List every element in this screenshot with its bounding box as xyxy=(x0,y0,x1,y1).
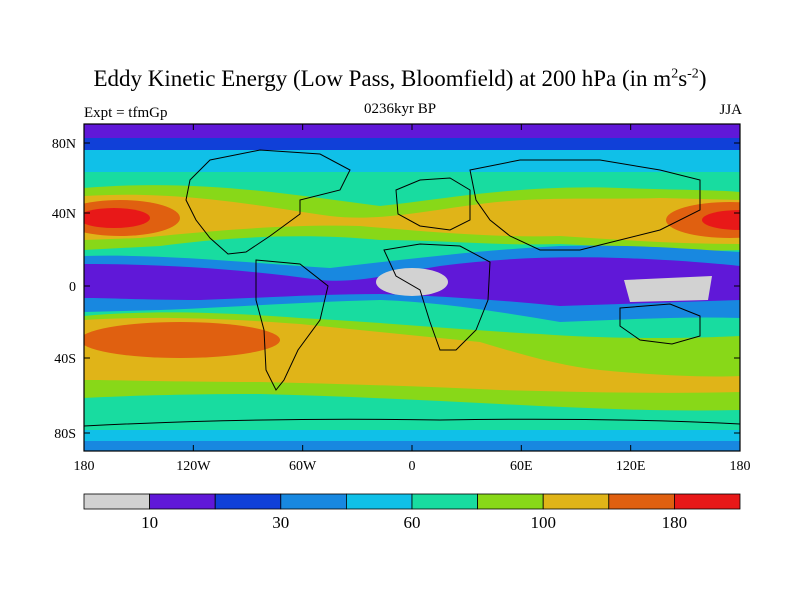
season-label: JJA xyxy=(719,102,742,118)
experiment-label: Expt = tfmGp xyxy=(84,105,168,121)
x-tick-label: 0 xyxy=(409,459,416,474)
colorbar-segment xyxy=(280,493,347,510)
colorbar-segment xyxy=(477,493,544,510)
colorbar-label: 60 xyxy=(404,513,421,532)
coast-north-america xyxy=(185,149,351,255)
coast-australia xyxy=(619,303,701,345)
band-arctic-2 xyxy=(84,138,740,150)
y-tick-label: 80N xyxy=(52,137,76,152)
south-jet-orange xyxy=(84,322,280,358)
x-tick-label: 120E xyxy=(616,459,646,474)
colorbar-label: 180 xyxy=(662,513,688,532)
colorbar-segment xyxy=(149,493,216,510)
chart-subtitle: 0236kyr BP xyxy=(363,101,437,117)
y-tick-label: 40S xyxy=(54,352,76,367)
coast-antarctica xyxy=(83,418,741,427)
coast-europe xyxy=(395,177,471,231)
chart-title: Eddy Kinetic Energy (Low Pass, Bloomfiel… xyxy=(93,66,707,91)
y-tick-label: 40N xyxy=(52,207,76,222)
y-axis: 80N 40N 0 40S 80S xyxy=(52,137,740,442)
colorbar-label: 10 xyxy=(141,513,158,532)
coast-south-america xyxy=(255,259,329,391)
x-tick-label: 60E xyxy=(510,459,533,474)
colorbar-segment xyxy=(674,493,741,510)
north-jet-red-west xyxy=(84,208,150,228)
eke-field xyxy=(84,124,740,451)
x-tick-label: 180 xyxy=(730,459,751,474)
band-north-high xyxy=(84,150,740,172)
y-tick-label: 80S xyxy=(54,427,76,442)
colorbar-label: 30 xyxy=(272,513,289,532)
min-western-pacific xyxy=(624,276,712,302)
colorbar-segment xyxy=(83,493,150,510)
colorbar-segment xyxy=(345,493,413,510)
colorbar-segment xyxy=(608,493,675,510)
min-atlantic xyxy=(376,268,448,296)
x-tick-label: 120W xyxy=(176,459,211,474)
x-axis: 180 120W 60W 0 60E 120E 180 xyxy=(74,124,751,474)
band-arctic xyxy=(84,124,740,138)
coast-asia xyxy=(469,159,701,251)
colorbar-segment xyxy=(542,493,610,510)
colorbar: 10 30 60 100 180 xyxy=(83,493,741,532)
x-tick-label: 180 xyxy=(74,459,95,474)
north-jet-red-east xyxy=(702,210,740,230)
colorbar-segment xyxy=(214,493,282,510)
colorbar-segment xyxy=(411,493,478,510)
x-tick-label: 60W xyxy=(289,459,317,474)
coast-africa xyxy=(383,243,491,351)
y-tick-label: 0 xyxy=(69,280,76,295)
coastlines xyxy=(83,149,741,427)
north-jet-yellow xyxy=(84,194,740,244)
colorbar-label: 100 xyxy=(530,513,556,532)
